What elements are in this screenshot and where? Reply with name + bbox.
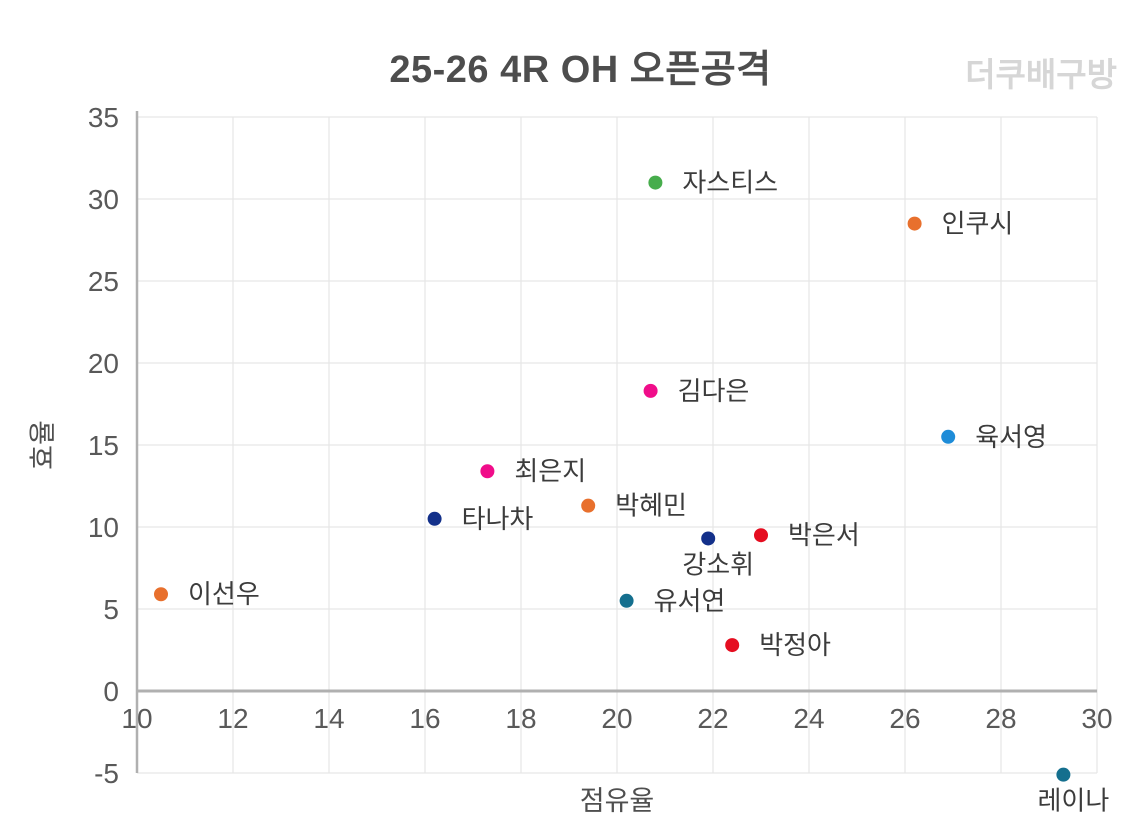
y-tick-label: 35 — [88, 102, 119, 133]
chart-title: 25-26 4R OH 오픈공격 — [389, 49, 772, 91]
x-tick-label: 28 — [985, 703, 1016, 734]
data-point-label: 이선우 — [188, 579, 260, 609]
data-point — [427, 511, 442, 526]
data-point — [754, 528, 768, 543]
data-point — [725, 638, 740, 653]
data-point-label: 박혜민 — [615, 491, 687, 521]
x-tick-label: 18 — [505, 703, 536, 734]
data-point-label: 자스티스 — [682, 168, 778, 198]
data-point — [701, 531, 716, 546]
data-point-label: 박정아 — [759, 630, 831, 660]
y-tick-label: 30 — [88, 184, 119, 215]
y-tick-label: -5 — [94, 758, 119, 789]
data-point-label: 강소휘 — [682, 549, 754, 579]
x-tick-label: 30 — [1081, 703, 1112, 734]
x-tick-label: 10 — [121, 703, 152, 734]
data-point-label: 최은지 — [514, 456, 586, 486]
x-tick-label: 14 — [313, 703, 344, 734]
data-point — [480, 464, 495, 479]
data-point-label: 레이나 — [1038, 786, 1110, 816]
watermark-text: 더쿠배구방 — [965, 56, 1117, 93]
data-point-label: 박은서 — [788, 520, 860, 550]
y-tick-label: 15 — [88, 430, 119, 461]
x-tick-label: 24 — [793, 703, 824, 734]
data-point-label: 인쿠시 — [942, 209, 1014, 239]
y-tick-label: 10 — [88, 512, 119, 543]
x-tick-label: 22 — [697, 703, 728, 734]
data-point — [643, 383, 658, 398]
data-point-label: 육서영 — [975, 422, 1047, 452]
y-tick-label: 5 — [103, 594, 119, 625]
data-point — [154, 587, 168, 602]
x-axis-title: 점유율 — [580, 786, 655, 816]
x-tick-label: 12 — [217, 703, 248, 734]
x-tick-label: 16 — [409, 703, 440, 734]
y-tick-label: 25 — [88, 266, 119, 297]
x-tick-label: 26 — [889, 703, 920, 734]
y-axis-title: 효율 — [28, 420, 58, 470]
data-point-label: 유서연 — [654, 586, 726, 616]
data-point — [619, 593, 634, 608]
data-point-label: 타나차 — [462, 504, 534, 534]
x-tick-label: 20 — [601, 703, 632, 734]
y-tick-label: 20 — [88, 348, 119, 379]
data-point — [941, 429, 956, 444]
y-tick-label: 0 — [103, 676, 119, 707]
data-point — [907, 216, 922, 231]
data-point-label: 김다은 — [678, 376, 750, 406]
data-point — [581, 498, 596, 513]
data-point — [1056, 767, 1071, 782]
data-point — [648, 175, 663, 190]
